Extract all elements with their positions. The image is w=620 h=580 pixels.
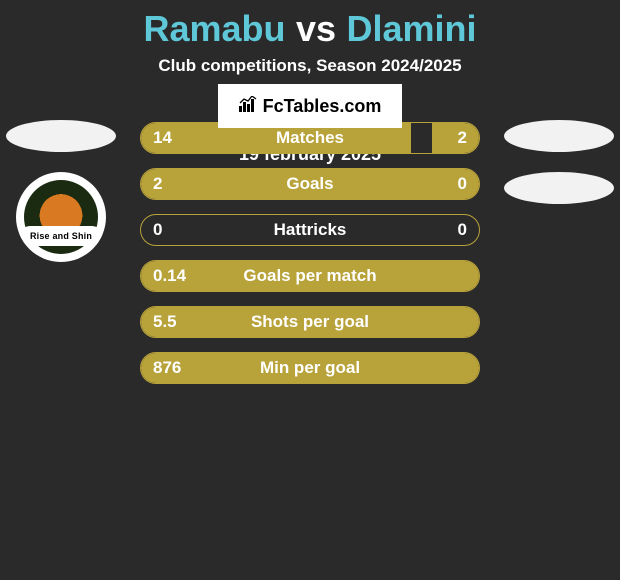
branding-text: FcTables.com bbox=[263, 96, 382, 116]
stat-row: Min per goal876 bbox=[140, 352, 480, 384]
comparison-chart: Matches142Goals20Hattricks00Goals per ma… bbox=[140, 122, 480, 398]
stat-row: Shots per goal5.5 bbox=[140, 306, 480, 338]
stat-row-label: Goals bbox=[141, 174, 479, 194]
branding-chart-icon bbox=[239, 84, 259, 128]
stat-row-value-left: 0.14 bbox=[153, 266, 186, 286]
stat-row-label: Goals per match bbox=[141, 266, 479, 286]
right-top-ellipse-placeholder bbox=[504, 120, 614, 152]
stat-row-label: Matches bbox=[141, 128, 479, 148]
stat-row-value-left: 0 bbox=[153, 220, 162, 240]
left-top-ellipse-placeholder bbox=[6, 120, 116, 152]
title-player1: Ramabu bbox=[143, 8, 285, 49]
stat-row-value-right: 2 bbox=[458, 128, 467, 148]
right-bottom-ellipse-placeholder bbox=[504, 172, 614, 204]
left-club-badge: Rise and Shin bbox=[16, 172, 106, 262]
stat-row-value-right: 0 bbox=[458, 174, 467, 194]
stat-row-value-left: 14 bbox=[153, 128, 172, 148]
stat-row: Goals per match0.14 bbox=[140, 260, 480, 292]
stat-row-value-right: 0 bbox=[458, 220, 467, 240]
left-logos-column: Rise and Shin bbox=[6, 120, 116, 262]
club-badge-inner: Rise and Shin bbox=[24, 180, 98, 254]
stat-row-value-left: 876 bbox=[153, 358, 181, 378]
title-vs: vs bbox=[296, 8, 336, 49]
stat-row-label: Hattricks bbox=[141, 220, 479, 240]
stat-row-label: Min per goal bbox=[141, 358, 479, 378]
stat-row: Hattricks0 0 bbox=[140, 214, 480, 246]
stat-row-value-left: 5.5 bbox=[153, 312, 177, 332]
page-title: Ramabu vs Dlamini bbox=[0, 0, 620, 50]
stat-row-label: Shots per goal bbox=[141, 312, 479, 332]
club-badge-text: Rise and Shin bbox=[20, 226, 102, 246]
title-player2: Dlamini bbox=[346, 8, 476, 49]
branding-badge: FcTables.com bbox=[218, 84, 402, 128]
stat-row: Goals2 0 bbox=[140, 168, 480, 200]
subtitle: Club competitions, Season 2024/2025 bbox=[0, 56, 620, 76]
stat-row-value-left: 2 bbox=[153, 174, 162, 194]
right-logos-column bbox=[504, 120, 614, 224]
